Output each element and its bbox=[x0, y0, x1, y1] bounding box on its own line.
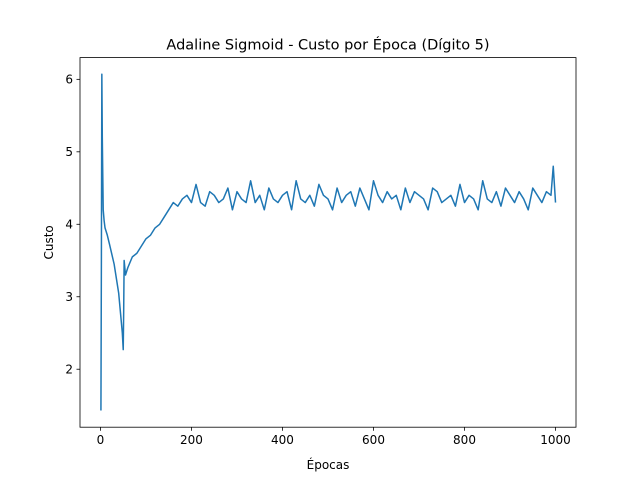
y-tick-label: 6 bbox=[65, 73, 73, 87]
y-tick-label: 4 bbox=[65, 218, 73, 232]
plot-area bbox=[100, 73, 557, 411]
series-line-0 bbox=[100, 73, 557, 411]
chart-title: Adaline Sigmoid - Custo por Época (Dígit… bbox=[166, 37, 489, 54]
y-tick-label: 5 bbox=[65, 145, 73, 159]
x-axis: 0 200 400 600 800 1000 bbox=[97, 427, 571, 447]
y-axis-label: Custo bbox=[42, 225, 56, 259]
plot-frame bbox=[79, 57, 577, 428]
y-axis: 2 3 4 5 6 bbox=[65, 73, 80, 377]
y-tick-label: 2 bbox=[65, 363, 73, 377]
x-tick-label: 800 bbox=[453, 433, 476, 447]
x-tick-label: 600 bbox=[362, 433, 385, 447]
x-tick-label: 200 bbox=[180, 433, 203, 447]
x-tick-label: 400 bbox=[271, 433, 294, 447]
y-tick-label: 3 bbox=[65, 290, 73, 304]
x-tick-label: 0 bbox=[97, 433, 105, 447]
x-tick-label: 1000 bbox=[540, 433, 571, 447]
x-axis-label: Épocas bbox=[307, 457, 350, 472]
